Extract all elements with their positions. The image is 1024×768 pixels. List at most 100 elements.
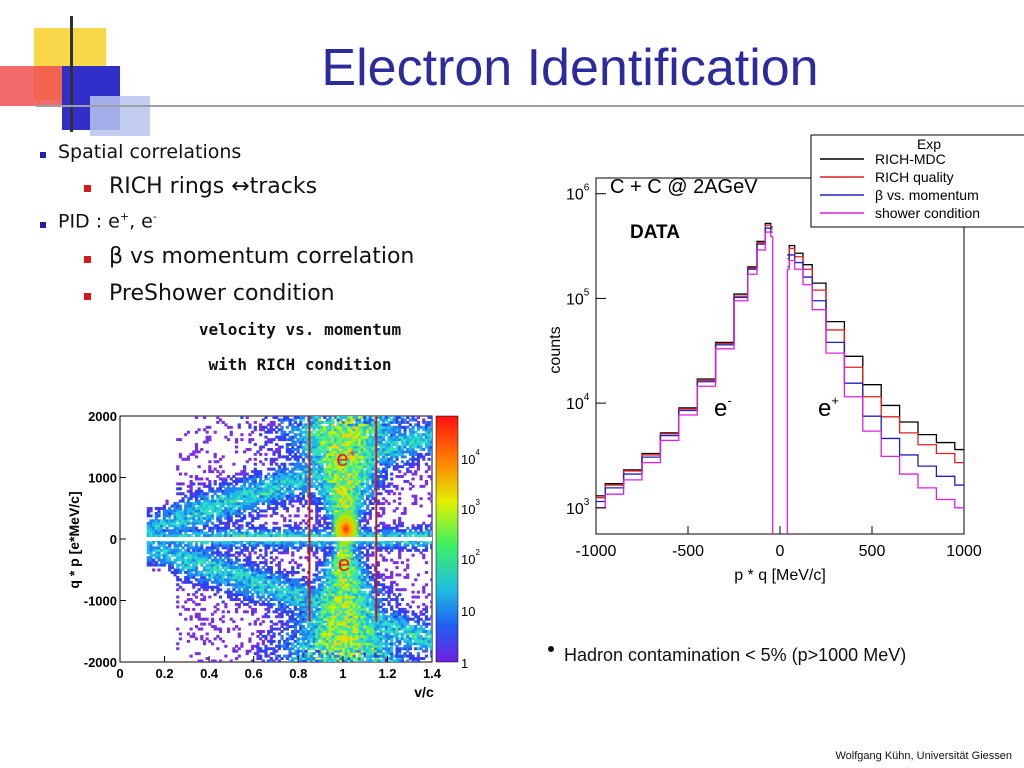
heatmap-cell <box>269 457 273 461</box>
heatmap-cell <box>176 524 180 528</box>
heatmap-cell <box>339 627 343 631</box>
heatmap-cell <box>259 531 263 535</box>
heatmap-cell <box>331 418 335 422</box>
heatmap-cell <box>280 438 284 442</box>
heatmap-cell <box>283 622 287 626</box>
heatmap-cell <box>339 494 343 498</box>
heatmap-cell <box>323 657 327 661</box>
heatmap-cell <box>296 570 300 574</box>
heatmap-cell <box>304 467 308 471</box>
heatmap-cell <box>360 615 364 619</box>
heatmap-cell <box>291 657 295 661</box>
heatmap-cell <box>358 504 362 508</box>
heatmap-cell <box>363 452 367 456</box>
heatmap-cell <box>331 460 335 464</box>
heatmap-cell <box>296 472 300 476</box>
heatmap-cell <box>288 494 292 498</box>
heatmap-cell <box>352 639 356 643</box>
heatmap-cell <box>173 548 177 552</box>
heatmap-cell <box>216 548 220 552</box>
heatmap-cell <box>240 477 244 481</box>
heatmap-cell <box>275 585 279 589</box>
heatmap-cell <box>293 590 298 594</box>
heatmap-cell <box>360 440 364 444</box>
heatmap-cell <box>323 467 327 471</box>
heatmap-cell <box>315 602 319 606</box>
heatmap-cell <box>325 499 330 503</box>
heatmap-cell <box>333 462 338 466</box>
heatmap-cell <box>226 580 231 584</box>
heatmap-cell <box>275 627 279 631</box>
heatmap-cell <box>224 534 228 538</box>
heatmap-cell <box>178 499 183 503</box>
heatmap-cell <box>304 430 308 434</box>
heatmap-cell <box>162 543 166 547</box>
heatmap-cell <box>336 593 340 597</box>
heatmap-cell <box>229 558 233 562</box>
heatmap-cell <box>341 617 346 621</box>
heatmap-cell <box>170 561 174 565</box>
heatmap-cell <box>251 585 255 589</box>
heatmap-cell <box>229 504 233 508</box>
heatmap-cell <box>368 526 372 530</box>
heatmap-cell <box>299 620 303 624</box>
heatmap-cell <box>320 425 324 429</box>
heatmap-cell <box>344 637 348 641</box>
heatmap-cell <box>234 657 239 661</box>
heatmap-cell <box>325 627 330 631</box>
heatmap-cell <box>339 657 343 661</box>
heatmap-cell <box>226 610 231 614</box>
heatmap-cell <box>299 642 303 646</box>
heatmap-cell <box>371 546 375 550</box>
heatmap-cell <box>341 570 346 574</box>
heatmap-cell <box>224 423 228 427</box>
heatmap-cell <box>358 489 362 493</box>
heatmap-cell <box>194 553 199 557</box>
heatmap-cell <box>248 639 252 643</box>
heatmap-cell <box>285 487 289 491</box>
heatmap-cell <box>363 622 367 626</box>
heatmap-cell <box>296 477 300 481</box>
heatmap-cell <box>317 475 322 478</box>
heatmap-cell <box>371 465 375 469</box>
heatmap-cell <box>272 529 276 533</box>
heatmap-cell <box>352 595 356 599</box>
heatmap-cell <box>309 445 314 449</box>
heatmap-cell <box>224 570 228 574</box>
heatmap-cell <box>371 497 375 501</box>
heatmap-cell <box>339 568 343 572</box>
heatmap-cell <box>189 487 193 491</box>
heatmap-cell <box>371 425 375 429</box>
heatmap-cell <box>277 575 281 579</box>
heatmap-cell <box>157 507 161 510</box>
heatmap-cell <box>237 558 241 562</box>
heatmap-cell <box>192 511 196 515</box>
heatmap-cell <box>349 585 354 589</box>
heatmap-cell <box>200 551 204 555</box>
heatmap-cell <box>320 482 324 486</box>
heatmap-cell <box>301 440 306 444</box>
heatmap-cell <box>259 570 263 574</box>
heatmap-cell <box>210 499 215 503</box>
heatmap-cell <box>160 561 164 565</box>
heatmap-cell <box>358 649 362 653</box>
heatmap-cell <box>325 514 330 518</box>
heatmap-cell <box>331 443 335 447</box>
heatmap-cell <box>339 583 343 587</box>
heatmap-cell <box>358 502 362 506</box>
heatmap-cell <box>248 649 252 653</box>
heatmap-cell <box>184 433 188 437</box>
heatmap-cell <box>339 566 343 570</box>
heatmap-cell <box>291 595 295 599</box>
heatmap-cell <box>269 652 273 656</box>
heatmap-cell <box>352 435 356 439</box>
heatmap-cell <box>149 541 153 545</box>
heatmap-cell <box>317 659 322 662</box>
heatmap-cell <box>256 534 260 538</box>
heatmap-cell <box>309 457 314 461</box>
heatmap-cell <box>355 615 359 619</box>
heatmap-cell <box>339 659 343 662</box>
heatmap-cell <box>339 452 343 456</box>
heatmap-cell <box>237 492 241 496</box>
heatmap-cell <box>272 416 276 419</box>
